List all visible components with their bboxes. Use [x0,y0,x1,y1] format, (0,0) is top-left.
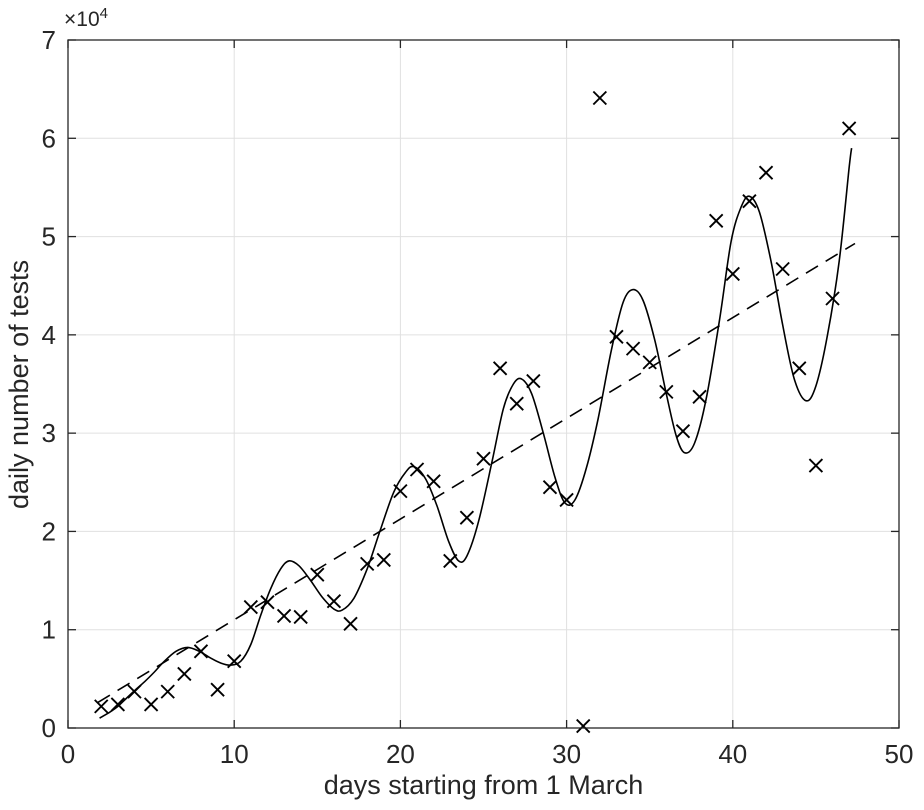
data-point-x-marker [509,396,524,411]
data-point-x-marker [359,556,375,572]
y-axis-exponent: ×104 [64,5,108,32]
trend-dashed-line [97,242,856,704]
data-point-x-marker [160,684,175,699]
data-point-x-marker [542,480,558,495]
data-point-x-marker [343,616,358,631]
x-tick-label: 10 [220,739,249,769]
data-point-x-marker [276,608,292,624]
data-point-x-marker [625,341,641,356]
data-point-x-marker [675,424,691,439]
data-point-x-marker [492,361,508,376]
data-point-x-marker [758,165,774,180]
data-point-x-marker [310,567,325,582]
data-point-x-marker [227,653,242,669]
data-point-x-marker [609,329,624,344]
y-tick-label: 0 [42,713,56,743]
data-point-x-marker [110,697,126,712]
data-point-x-marker [576,718,591,734]
data-point-x-marker [426,474,441,489]
data-point-x-marker [260,595,275,610]
data-point-x-marker [443,553,458,569]
y-axis-label: daily number of tests [4,259,34,509]
data-point-x-marker [808,458,824,473]
x-tick-label: 40 [718,739,747,769]
x-tick-label: 30 [552,739,581,769]
data-point-x-marker [243,599,258,615]
x-tick-label: 0 [61,739,75,769]
y-tick-label: 2 [42,516,56,546]
y-tick-label: 6 [42,123,56,153]
data-point-x-marker [642,355,657,370]
data-point-x-marker [376,552,391,568]
y-tick-label: 4 [42,320,56,350]
data-point-x-marker [326,594,342,609]
data-point-x-marker [177,666,192,682]
y-tick-label: 5 [42,222,56,252]
y-tick-label: 7 [42,25,56,55]
y-axis-exponent-base: ×10 [64,8,100,31]
data-point-x-marker [792,361,807,376]
data-point-x-marker [526,373,541,389]
y-axis-exponent-power: 4 [99,5,108,22]
data-point-x-marker [775,261,790,277]
axes-box [67,39,900,729]
data-point-x-marker [841,121,857,136]
y-tick-label: 3 [42,418,56,448]
data-point-x-marker [692,389,707,404]
data-point-x-marker [293,609,308,625]
fit-solid-curve [99,148,853,719]
data-point-x-marker [127,684,142,699]
x-tick-label: 20 [386,739,415,769]
data-point-x-marker [825,291,840,306]
data-point-x-marker [476,451,491,466]
data-point-x-marker [210,682,225,697]
data-point-x-marker [409,462,425,477]
x-axis-label: days starting from 1 March [323,770,644,800]
data-point-x-marker [659,384,674,400]
data-point-x-marker [193,644,209,659]
data-point-x-marker [143,697,159,712]
data-point-x-marker [459,510,475,525]
x-tick-label: 50 [885,739,914,769]
data-point-x-marker [393,483,408,499]
y-tick-label: 1 [42,615,56,645]
data-point-x-marker [592,90,608,106]
data-point-x-marker [742,194,757,209]
data-point-x-marker [559,492,574,508]
data-point-x-marker [709,213,724,229]
data-point-x-marker [94,699,109,714]
data-point-x-marker [725,266,740,282]
